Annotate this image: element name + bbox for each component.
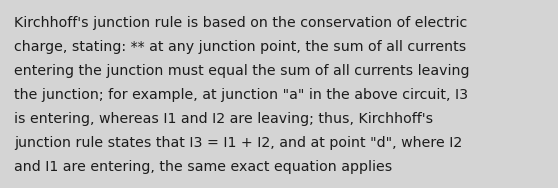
Text: the junction; for example, at junction "a" in the above circuit, I3: the junction; for example, at junction "… (14, 88, 468, 102)
Text: Kirchhoff's junction rule is based on the conservation of electric: Kirchhoff's junction rule is based on th… (14, 16, 467, 30)
Text: charge, stating: ** at any junction point, the sum of all currents: charge, stating: ** at any junction poin… (14, 40, 466, 54)
Text: and I1 are entering, the same exact equation applies: and I1 are entering, the same exact equa… (14, 160, 392, 174)
Text: is entering, whereas I1 and I2 are leaving; thus, Kirchhoff's: is entering, whereas I1 and I2 are leavi… (14, 112, 433, 126)
Text: entering the junction must equal the sum of all currents leaving: entering the junction must equal the sum… (14, 64, 469, 78)
Text: junction rule states that I3 = I1 + I2, and at point "d", where I2: junction rule states that I3 = I1 + I2, … (14, 136, 462, 150)
